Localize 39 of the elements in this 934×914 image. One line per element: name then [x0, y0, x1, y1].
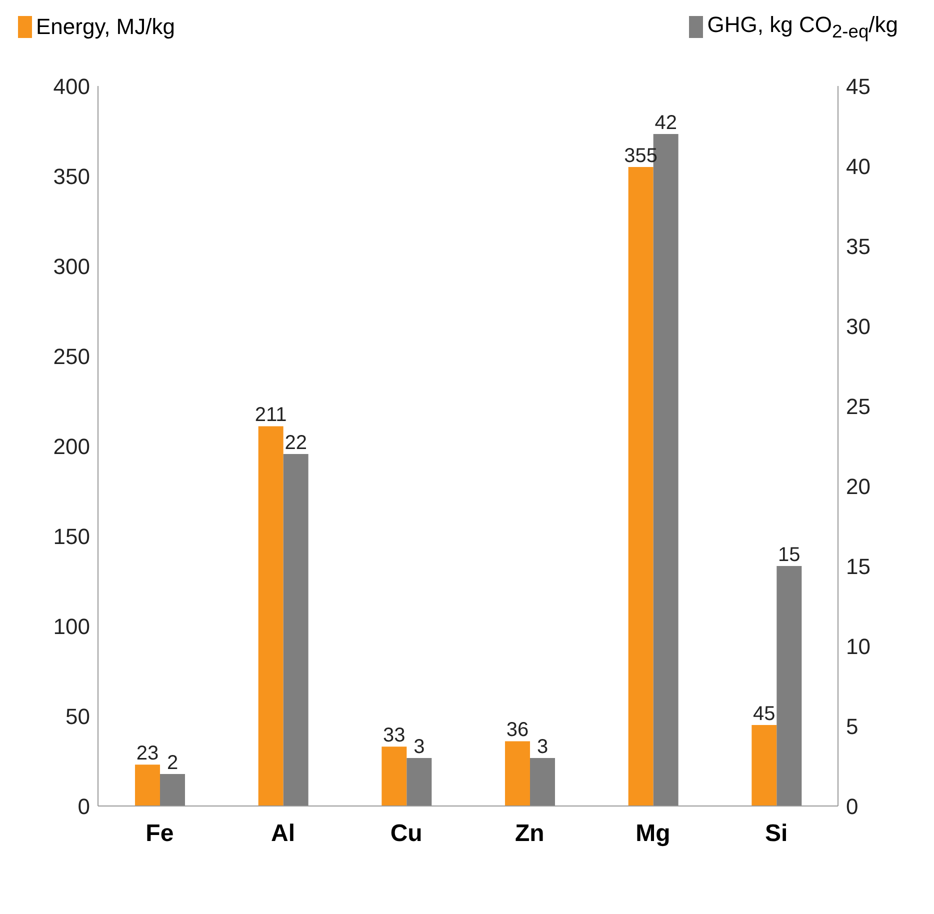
data-label: 3	[536, 736, 548, 758]
y-tick-label: 200	[53, 434, 90, 460]
x-tick-label: Cu	[390, 820, 422, 848]
data-label: 211	[254, 404, 287, 427]
y-tick-label: 400	[53, 74, 90, 100]
legend-label: GHG, kg CO$_{2-eq}$/kg	[707, 12, 898, 42]
y2-tick-label: 40	[846, 154, 870, 180]
y2-tick-label: 10	[846, 634, 870, 660]
y-tick-label: 150	[53, 524, 90, 550]
y-tick-label: 250	[53, 344, 90, 370]
y-tick-label: 300	[53, 254, 90, 280]
y-tick-label: 350	[53, 164, 90, 190]
data-label: 33	[383, 724, 406, 747]
data-label: 45	[753, 703, 776, 726]
y-tick-label: 100	[53, 614, 90, 640]
x-tick-label: Mg	[636, 820, 670, 848]
data-label: 36	[506, 720, 529, 742]
x-tick-label: Si	[764, 820, 788, 848]
y2-tick-label: 0	[846, 794, 858, 820]
data-label: 2	[166, 752, 178, 774]
legend-label: Energy, MJ/kg	[36, 14, 175, 40]
y-tick-label: 0	[78, 794, 90, 820]
y2-tick-label: 5	[846, 714, 858, 740]
x-tick-label: Al	[271, 820, 295, 848]
y2-tick-label: 35	[846, 234, 870, 260]
y2-tick-label: 45	[846, 74, 870, 100]
data-label: 15	[778, 544, 800, 566]
data-label: 23	[136, 742, 159, 765]
y2-tick-label: 30	[846, 314, 870, 340]
x-tick-label: Zn	[515, 820, 544, 848]
data-label: 42	[654, 112, 677, 134]
y2-tick-label: 20	[846, 474, 870, 500]
y-tick-label: 50	[66, 704, 90, 730]
data-label: 3	[414, 736, 425, 758]
y2-tick-label: 15	[846, 554, 870, 580]
x-tick-label: Fe	[146, 820, 174, 848]
data-label: 22	[284, 432, 307, 454]
y2-tick-label: 25	[846, 394, 870, 420]
bar	[776, 566, 802, 806]
